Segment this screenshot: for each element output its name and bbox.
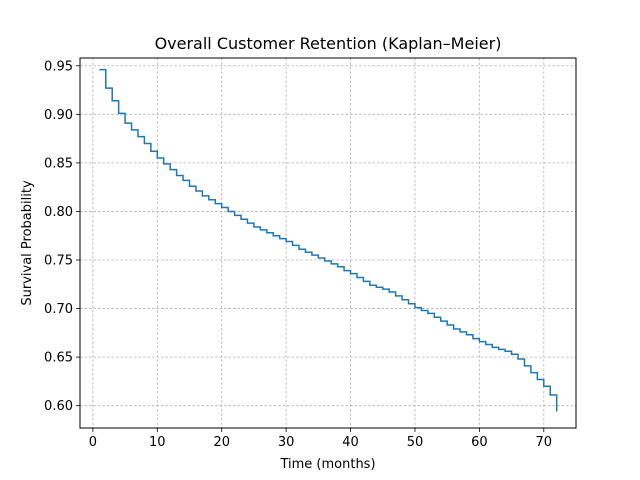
y-tick-label: 0.65 [44, 351, 73, 366]
y-tick-label: 0.75 [44, 253, 73, 268]
grid [80, 58, 576, 428]
x-tick-label: 0 [89, 435, 97, 450]
y-tick-label: 0.80 [44, 205, 73, 220]
x-tick-label: 50 [407, 435, 424, 450]
x-tick-label: 10 [149, 435, 166, 450]
x-tick-label: 60 [471, 435, 488, 450]
y-tick-label: 0.60 [44, 399, 73, 414]
y-tick-label: 0.90 [44, 108, 73, 123]
x-tick-label: 20 [213, 435, 230, 450]
y-tick-label: 0.95 [44, 59, 73, 74]
y-tick-label: 0.85 [44, 156, 73, 171]
x-axis-label: Time (months) [279, 457, 375, 472]
plot-area-frame [79, 57, 577, 429]
chart-title: Overall Customer Retention (Kaplan–Meier… [155, 34, 502, 53]
x-tick-label: 70 [536, 435, 553, 450]
series-layer [99, 68, 558, 412]
y-axis-label: Survival Probability [20, 180, 35, 306]
axes-ticks: 0 10 20 30 40 50 60 70 0.60 0.65 0.70 0.75 0.80 0.85 0… [44, 59, 552, 450]
x-tick-label: 40 [342, 435, 359, 450]
x-tick-label: 30 [278, 435, 295, 450]
survival-curve [99, 68, 558, 412]
y-tick-label: 0.70 [44, 302, 73, 317]
